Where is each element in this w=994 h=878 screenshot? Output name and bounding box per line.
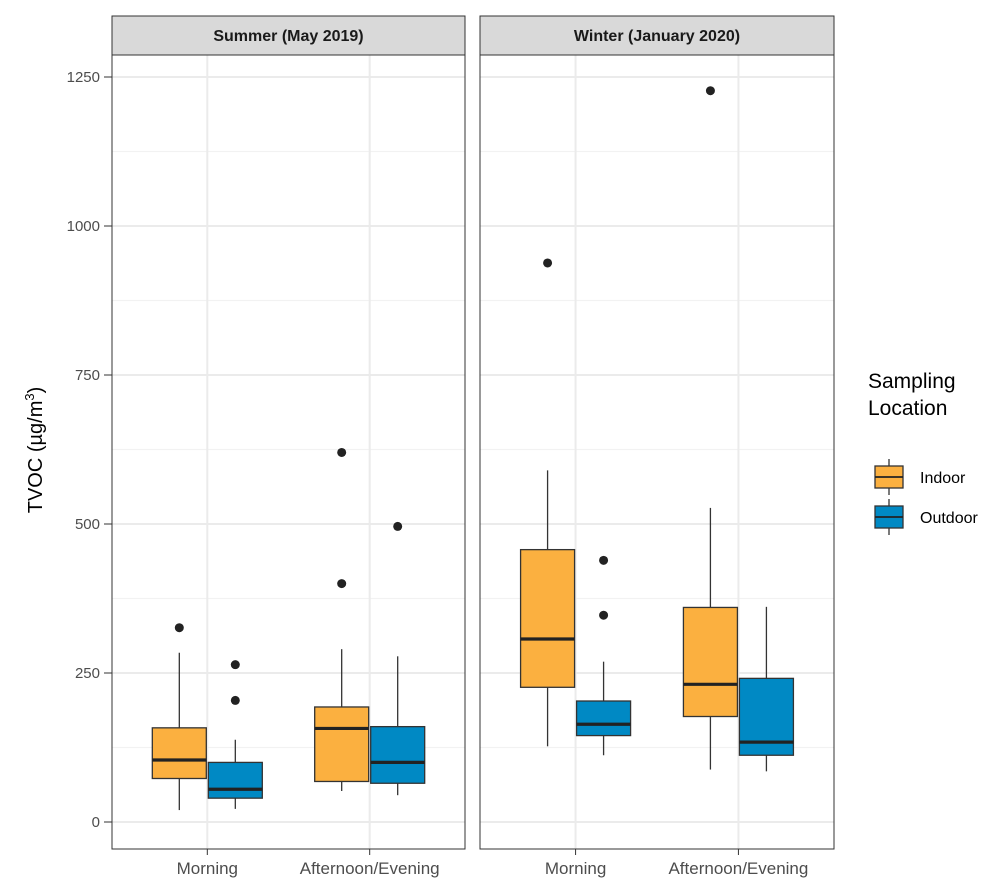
panel-background bbox=[112, 55, 465, 849]
boxplot-indoor bbox=[519, 258, 576, 747]
boxplot-indoor bbox=[314, 447, 370, 792]
legend-key-indoor bbox=[874, 459, 904, 495]
box-iqr bbox=[151, 727, 207, 780]
y-tick-label: 1250 bbox=[67, 69, 100, 86]
boxplot-outdoor bbox=[370, 521, 426, 796]
outlier-point bbox=[705, 86, 715, 96]
boxplot-outdoor bbox=[207, 660, 263, 809]
box-iqr bbox=[370, 725, 426, 784]
box-iqr bbox=[682, 606, 739, 718]
legend-title-line: Sampling bbox=[868, 370, 956, 393]
box-iqr bbox=[519, 548, 576, 688]
boxplot-indoor bbox=[151, 623, 207, 811]
legend: Sampling Location Indoor Outdoor bbox=[868, 370, 978, 535]
facet-strip bbox=[479, 15, 835, 56]
x-tick-label: Morning bbox=[177, 859, 238, 878]
facet-strip-title: Summer (May 2019) bbox=[213, 28, 363, 45]
y-tick-label: 1000 bbox=[67, 218, 100, 235]
y-axis-title: TVOC (µg/m3) bbox=[22, 387, 47, 514]
box-iqr bbox=[207, 761, 263, 799]
outlier-point bbox=[393, 521, 403, 531]
outlier-point bbox=[230, 695, 240, 705]
legend-title-line: Location bbox=[868, 397, 947, 420]
box-iqr bbox=[575, 700, 632, 737]
facet-panel-1: Summer (May 2019) Morning Afternoon/Evenin… bbox=[111, 15, 466, 878]
legend-key-outdoor bbox=[874, 499, 904, 535]
outlier-point bbox=[543, 258, 553, 268]
boxplot-outdoor bbox=[738, 606, 795, 772]
panel-border bbox=[111, 54, 466, 850]
x-tick-label: Afternoon/Evening bbox=[668, 859, 808, 878]
legend-label: Outdoor bbox=[920, 510, 978, 527]
facet-panel-2: Winter (January 2020) Morning Afternoon/Ev… bbox=[479, 15, 835, 878]
box-iqr bbox=[314, 706, 370, 783]
panel-border bbox=[479, 54, 835, 850]
y-tick-label: 500 bbox=[75, 516, 100, 533]
outlier-point bbox=[599, 610, 609, 620]
boxplot-indoor bbox=[682, 86, 739, 770]
boxplot-outdoor bbox=[575, 555, 632, 756]
outlier-point bbox=[599, 555, 609, 565]
y-tick-label: 250 bbox=[75, 665, 100, 682]
outlier-point bbox=[337, 447, 347, 457]
y-tick-label: 0 bbox=[92, 814, 100, 831]
x-tick-label: Afternoon/Evening bbox=[300, 859, 440, 878]
outlier-point bbox=[230, 660, 240, 670]
outlier-point bbox=[337, 579, 347, 589]
legend-label: Indoor bbox=[920, 470, 966, 487]
facet-strip-title: Winter (January 2020) bbox=[574, 28, 740, 45]
y-tick-label: 750 bbox=[75, 367, 100, 384]
outlier-point bbox=[174, 623, 184, 633]
x-tick-label: Morning bbox=[545, 859, 606, 878]
